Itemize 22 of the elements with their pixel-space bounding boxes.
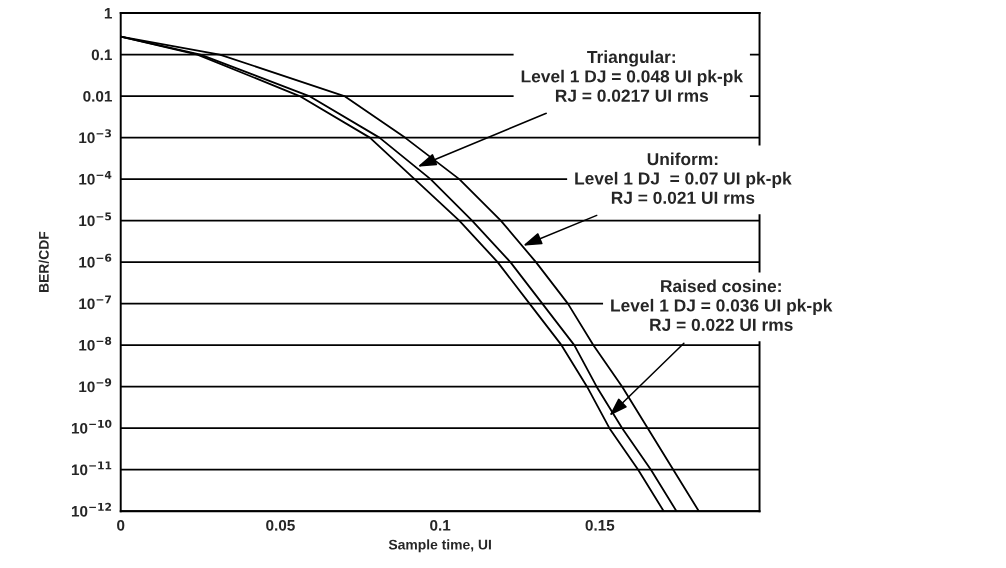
y-tick-label: 10$^{−3}$: [79, 129, 112, 144]
y-tick-label: 10$^{−9}$: [79, 378, 112, 393]
y-tick-label: 0.1: [91, 49, 112, 61]
y-tick-label: 10$^{−7}$: [79, 295, 112, 310]
x-tick-label: 0.1: [430, 519, 451, 531]
y-tick-label: 10$^{−8}$: [79, 336, 112, 351]
annotation: Raised cosine: Level 1 DJ = 0.036 UI pk-pk RJ = 0.022 UI rms: [611, 279, 833, 331]
y-tick-label: 10$^{−11}$: [71, 461, 112, 476]
y-tick-label: 1: [104, 8, 112, 19]
y-tick-label: 10$^{−5}$: [79, 212, 112, 227]
annotation: Uniform: Level 1 DJ = 0.07 UI pk-pk RJ = 0.021 UI rms: [575, 152, 792, 204]
y-tick-label: 0.01: [83, 90, 112, 102]
x-tick-label: 0: [117, 519, 125, 531]
x-tick-label: 0.15: [585, 519, 615, 531]
y-axis-title: BER/CDF: [38, 231, 49, 293]
y-tick-label: 10$^{−10}$: [71, 419, 112, 434]
y-tick-label: 10$^{−12}$: [71, 502, 112, 517]
y-tick-label: 10$^{−6}$: [79, 253, 112, 268]
annotation: Triangular: Level 1 DJ = 0.048 UI pk-pk RJ = 0.0217 UI rms: [521, 50, 744, 102]
x-axis-title: Sample time, UI: [388, 539, 491, 553]
y-tick-label: 10$^{−4}$: [79, 170, 112, 185]
x-tick-label: 0.05: [266, 519, 295, 531]
